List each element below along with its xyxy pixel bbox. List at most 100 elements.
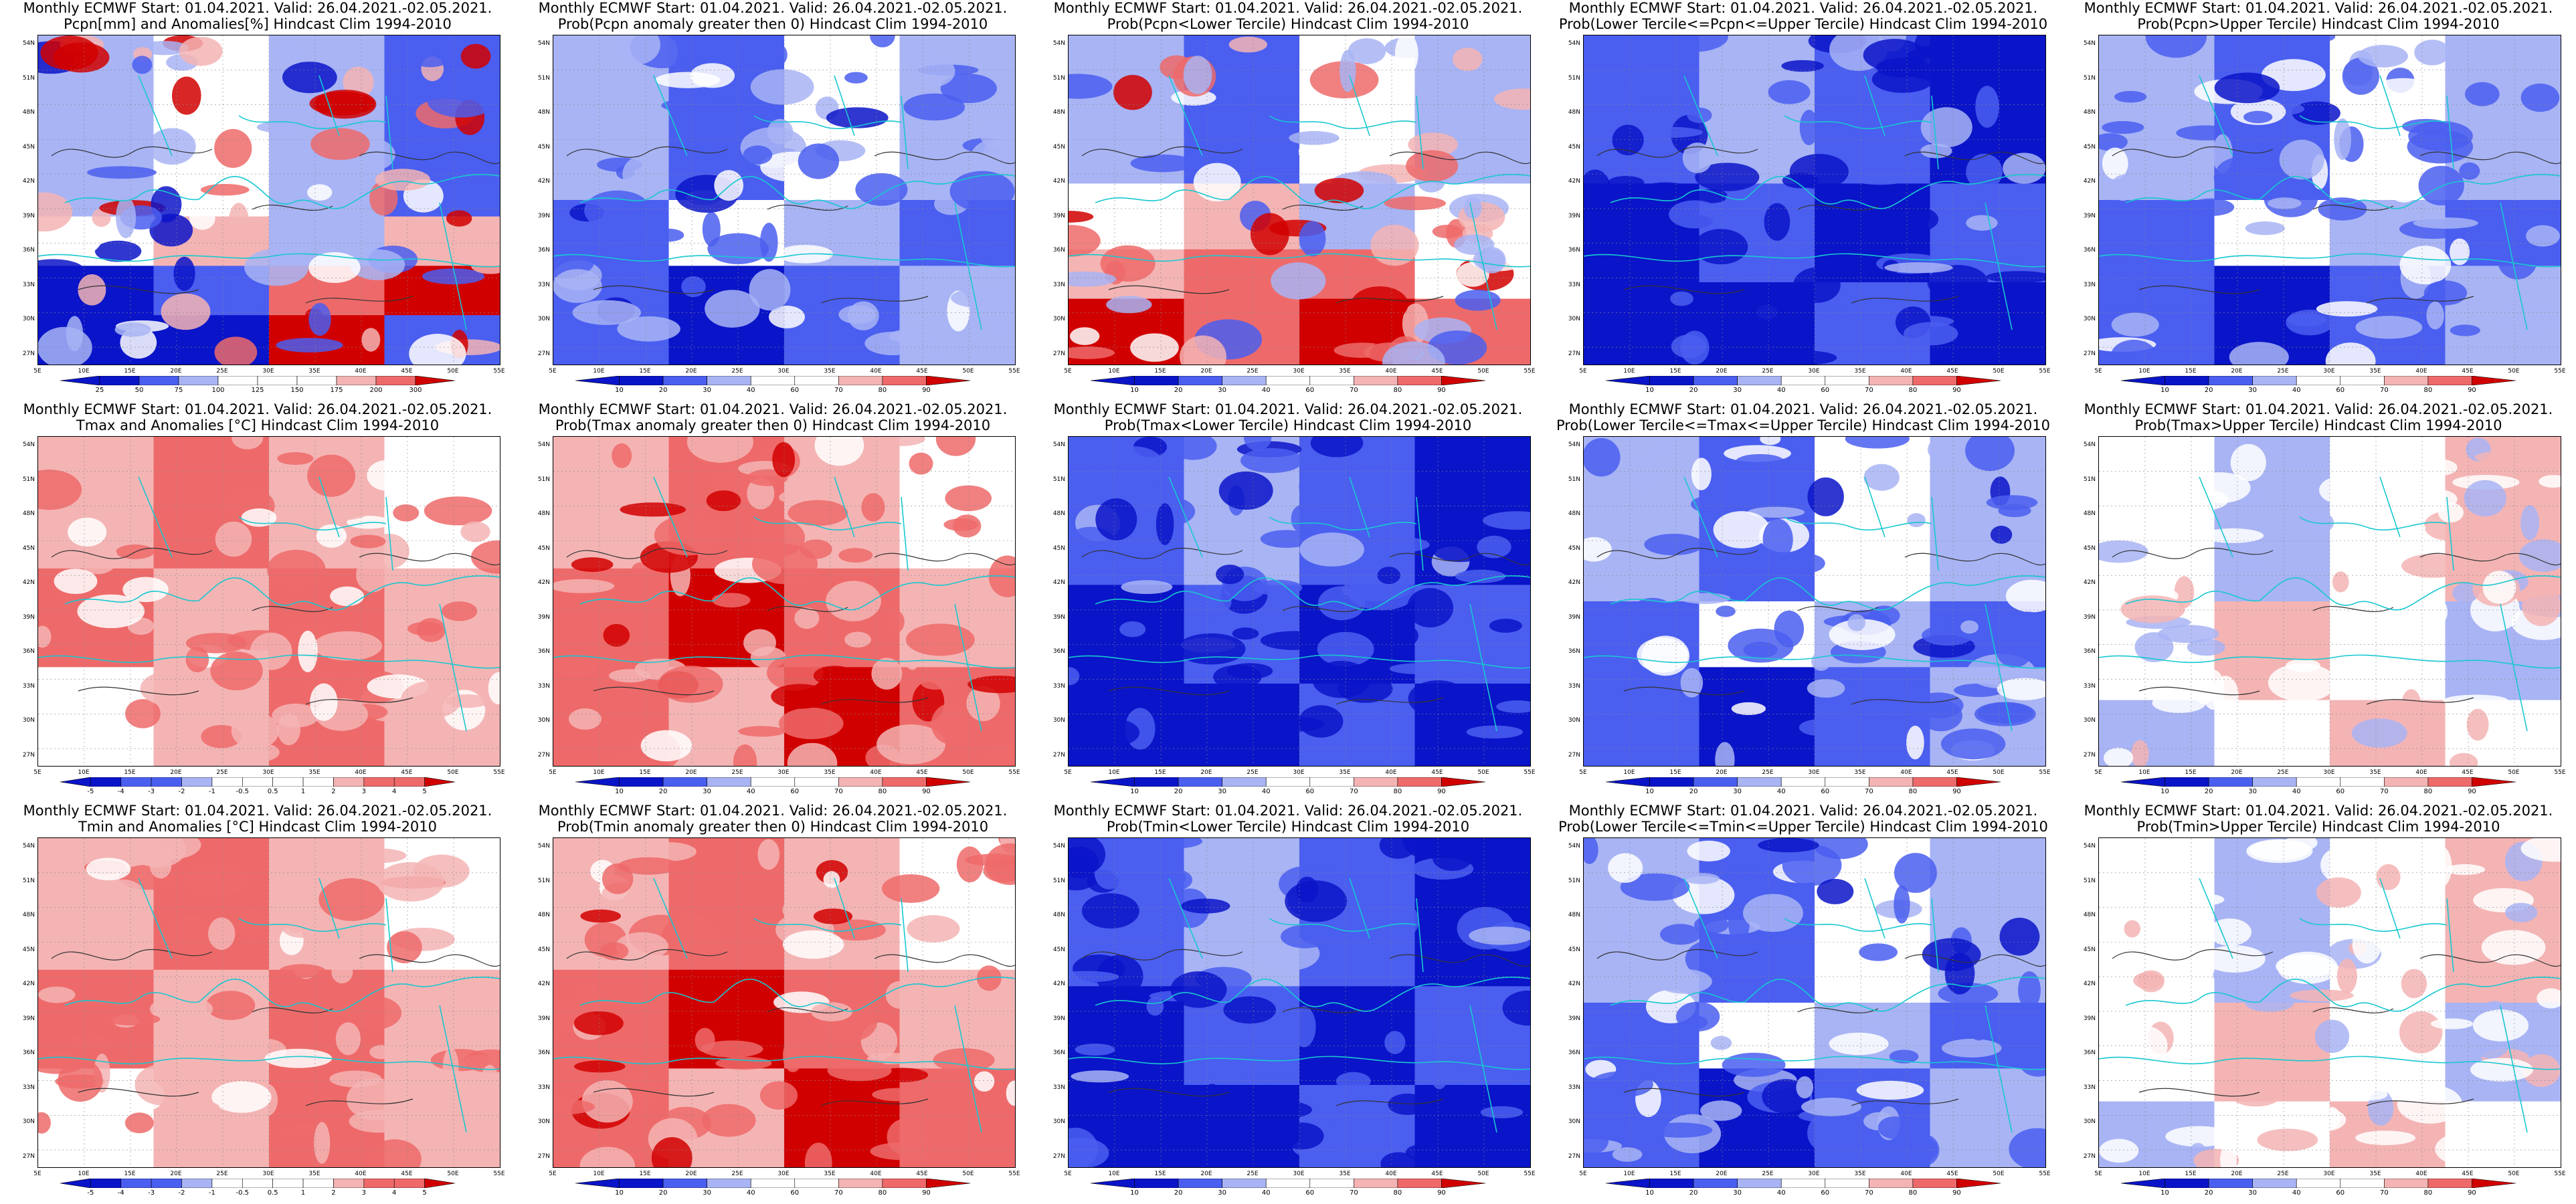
field-blob	[1584, 838, 1598, 864]
colorbar-label: 10	[2160, 1189, 2169, 1197]
field-blob	[54, 569, 98, 595]
field-blob	[84, 437, 147, 462]
lon-tick-label: 30E	[777, 1171, 790, 1177]
lat-tick-label: 54N	[22, 40, 35, 47]
field-blob	[38, 259, 84, 281]
colorbar-swatch	[1265, 376, 1311, 385]
lat-tick-label: 33N	[22, 1084, 35, 1091]
colorbar-label: 100	[211, 387, 225, 394]
field-blob	[1743, 641, 1778, 658]
field-blob	[2257, 1128, 2318, 1151]
colorbar-label: 60	[1821, 387, 1830, 394]
field-blob	[1851, 333, 1904, 365]
colorbar-swatch	[2427, 376, 2472, 385]
lon-tick-label: 45E	[2462, 769, 2474, 776]
field-blob	[1106, 296, 1152, 314]
colorbar-label: -1	[208, 788, 215, 795]
field-blob	[2174, 576, 2195, 609]
panel-title-line1: Monthly ECMWF Start: 01.04.2021. Valid: …	[538, 401, 1008, 417]
field-blob	[1762, 518, 1793, 561]
field-blob	[1181, 898, 1230, 914]
field-blob	[1584, 587, 1615, 599]
field-blob	[2208, 918, 2251, 946]
colorbar-label: -2	[178, 1189, 185, 1197]
lon-tick-label: 50E	[1993, 769, 2005, 776]
lon-tick-label: 15E	[639, 769, 651, 776]
lat-tick-label: 33N	[1568, 682, 1580, 690]
field-blob	[1960, 620, 1979, 634]
shaded-field	[1584, 35, 2045, 365]
lon-tick-label: 50E	[1477, 368, 1489, 375]
colorbar-label: -3	[148, 788, 155, 795]
panel-title-line2: Prob(Tmin<Lower Tercile) Hindcast Clim 1…	[1106, 819, 1470, 835]
lat-tick-label: 51N	[1052, 476, 1065, 483]
field-blob	[2332, 571, 2349, 593]
field-blob	[1946, 51, 1985, 66]
colorbar-label: 40	[2292, 387, 2301, 394]
field-blob	[2116, 1025, 2168, 1067]
field-blob	[2505, 902, 2538, 922]
field-blob	[2464, 480, 2506, 517]
panel-title: Monthly ECMWF Start: 01.04.2021. Valid: …	[1030, 0, 1546, 32]
field-blob	[76, 684, 106, 720]
field-blob	[1725, 188, 1746, 219]
field-blob	[1919, 700, 1962, 732]
map-area	[553, 837, 1016, 1168]
colorbar-label: -4	[117, 1189, 124, 1197]
field-blob	[871, 658, 903, 690]
colorbar-swatch	[662, 376, 707, 385]
map-area	[2098, 35, 2561, 365]
lat-tick-label: 36N	[1568, 1049, 1580, 1057]
shaded-field	[2099, 437, 2561, 766]
field-blob	[277, 452, 314, 465]
lon-tick-label: 50E	[962, 769, 974, 776]
colorbar-swatch	[2384, 777, 2429, 787]
field-blob	[308, 302, 331, 336]
field-blob	[1103, 446, 1166, 488]
lon-tick-label: 30E	[777, 368, 790, 375]
lon-tick-label: 5E	[33, 769, 41, 776]
field-blob	[2105, 874, 2126, 908]
field-blob	[705, 290, 760, 328]
colorbar-end	[926, 376, 970, 385]
field-blob	[1676, 1001, 1720, 1031]
field-blob	[38, 986, 76, 1003]
colorbar-label: 80	[1908, 1189, 1918, 1197]
field-blob	[1216, 565, 1245, 585]
field-blob	[2395, 591, 2448, 633]
colorbar-swatch	[2384, 376, 2429, 385]
field-blob	[2465, 82, 2500, 106]
lat-tick-label: 42N	[1052, 178, 1065, 185]
lat-tick-label: 33N	[1568, 281, 1580, 288]
field-blob	[1170, 971, 1227, 1008]
field-blob	[1363, 536, 1430, 553]
lat-tick-label: 33N	[22, 682, 35, 690]
lon-tick-label: 45E	[401, 368, 413, 375]
field-blob	[826, 107, 889, 128]
lon-tick-label: 25E	[731, 769, 743, 776]
lat-tick-label: 45N	[1052, 544, 1065, 552]
lat-tick-label: 27N	[22, 350, 35, 357]
field-blob	[826, 581, 881, 621]
field-blob	[74, 218, 103, 253]
field-blob	[2539, 475, 2561, 488]
lon-tick-label: 40E	[1900, 1171, 1912, 1177]
field-blob	[2212, 676, 2239, 716]
lon-tick-label: 50E	[2508, 368, 2520, 375]
lat-tick-label: 27N	[1052, 752, 1065, 759]
field-blob	[1291, 504, 1315, 533]
lon-tick-label: 35E	[1854, 368, 1866, 375]
field-blob	[1461, 838, 1530, 870]
colorbar-label: 200	[369, 387, 383, 394]
field-blob	[620, 502, 686, 517]
lat-tick-label: 54N	[2083, 40, 2096, 47]
lat-tick-label: 36N	[2083, 1049, 2096, 1057]
field-blob	[1243, 437, 1272, 452]
field-blob	[2474, 451, 2537, 464]
field-blob	[1071, 1070, 1129, 1083]
field-blob	[2445, 864, 2486, 876]
field-blob	[2437, 502, 2464, 523]
lat-tick-label: 39N	[22, 212, 35, 219]
field-blob	[899, 43, 937, 64]
field-blob	[2351, 441, 2421, 484]
